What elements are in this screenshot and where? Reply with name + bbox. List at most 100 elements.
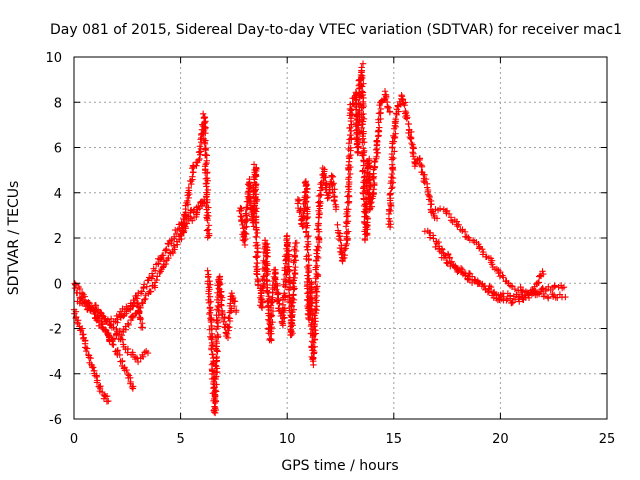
data-point (214, 331, 221, 339)
data-point (313, 284, 320, 292)
data-point (105, 397, 112, 405)
y-tick-label: 4 (54, 187, 62, 202)
data-point (359, 104, 367, 111)
x-tick-labels: 0 5 10 15 20 25 (70, 432, 615, 447)
data-point (354, 138, 361, 145)
data-point (386, 108, 394, 116)
data-point (253, 233, 260, 241)
data-point (139, 324, 146, 331)
data-point (90, 307, 97, 315)
data-point (335, 235, 343, 243)
data-point (314, 243, 321, 250)
data-point (289, 280, 297, 287)
data-point (296, 209, 303, 216)
data-point (144, 349, 152, 357)
data-point (251, 173, 259, 181)
data-point (244, 215, 251, 223)
data-point (345, 175, 352, 183)
data-points (70, 60, 569, 417)
data-point (211, 409, 219, 417)
data-point (283, 242, 291, 249)
data-point (457, 265, 465, 272)
data-point (213, 317, 220, 324)
data-point (341, 245, 349, 252)
data-point (303, 182, 310, 189)
data-point (384, 104, 391, 112)
data-point (281, 290, 288, 297)
data-point (311, 294, 319, 301)
data-point (535, 290, 543, 297)
data-point (459, 266, 466, 273)
data-point (306, 302, 314, 309)
data-point (165, 254, 172, 262)
data-point (241, 229, 248, 237)
data-point (359, 139, 366, 146)
data-point (355, 136, 362, 144)
data-point (124, 320, 132, 327)
data-point (474, 278, 482, 285)
x-tick-label: 0 (70, 432, 78, 447)
data-point (383, 94, 390, 102)
data-point (203, 183, 210, 190)
data-point (372, 155, 380, 162)
data-point (331, 197, 338, 205)
data-point (311, 320, 318, 328)
data-point (228, 289, 235, 297)
data-point (307, 289, 314, 296)
data-point (185, 184, 192, 192)
data-point (419, 168, 426, 176)
data-point (207, 318, 215, 326)
data-point (265, 316, 272, 323)
data-point (385, 206, 393, 213)
data-point (508, 299, 516, 307)
data-point (159, 251, 167, 259)
data-point (100, 313, 107, 320)
data-point (199, 110, 207, 117)
data-point (388, 170, 396, 178)
data-point (368, 198, 375, 206)
data-point (402, 99, 409, 106)
data-point (205, 290, 212, 297)
data-point (231, 298, 239, 305)
data-point (334, 221, 341, 228)
data-point (442, 254, 450, 262)
data-point (480, 248, 487, 256)
data-point (238, 216, 245, 224)
data-point (373, 137, 381, 144)
data-point (288, 295, 296, 302)
data-point (83, 345, 91, 352)
data-point (302, 228, 310, 235)
data-point (211, 381, 218, 388)
data-point (545, 294, 552, 302)
data-point (354, 149, 362, 156)
data-point (354, 143, 362, 151)
data-point (479, 246, 486, 253)
data-point (488, 261, 496, 268)
data-point (253, 226, 260, 234)
data-point (511, 296, 519, 303)
data-point (237, 207, 245, 214)
data-point (497, 268, 504, 276)
data-point (305, 262, 313, 269)
axis-ticks (73, 56, 608, 420)
series-trace-f (113, 299, 146, 331)
data-point (292, 263, 299, 271)
series-trace-h (204, 267, 240, 417)
data-point (201, 139, 208, 146)
data-point (322, 174, 329, 181)
data-point (376, 124, 383, 131)
data-point (346, 124, 353, 132)
data-point (252, 172, 260, 179)
data-point (530, 287, 537, 295)
data-point (71, 284, 79, 292)
data-point (337, 237, 344, 244)
data-point (312, 299, 320, 306)
data-point (357, 76, 365, 83)
data-point (305, 232, 312, 240)
data-point (77, 299, 85, 307)
data-point (360, 115, 368, 122)
data-point (201, 152, 209, 159)
data-point (232, 308, 240, 316)
data-point (345, 183, 352, 190)
data-point (152, 267, 159, 274)
